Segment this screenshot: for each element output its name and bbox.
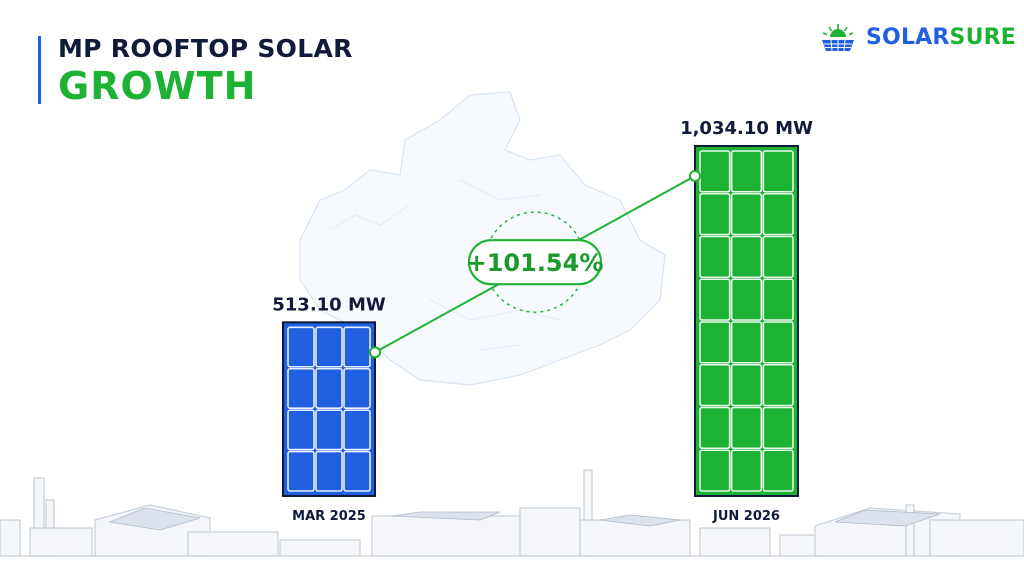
page-subtitle: GROWTH: [58, 64, 257, 108]
labels-layer: 513.10 MW MAR 2025 1,034.10 MW JUN 2026: [272, 118, 813, 524]
category-label-1: JUN 2026: [712, 509, 780, 524]
bar-cells-0: [287, 326, 371, 492]
bar-value-label-0: 513.10 MW: [272, 294, 386, 315]
bar-value-label-1: 1,034.10 MW: [680, 118, 813, 139]
growth-badge: [467, 239, 603, 286]
bar-cells-1: [699, 150, 794, 492]
bar-1: [694, 145, 799, 497]
factory-skyline: [0, 469, 1024, 557]
category-label-0: MAR 2025: [292, 509, 366, 524]
solar-panel-sun-icon: [822, 24, 854, 52]
growth-line-dot-1: [689, 170, 701, 182]
growth-line-dot-0: [369, 346, 381, 359]
map-district-lines: [329, 179, 561, 351]
brand-name: SOLARSURE: [866, 24, 1017, 50]
growth-percent-label: +101.54%: [467, 249, 604, 277]
page-title: MP ROOFTOP SOLAR: [58, 34, 353, 63]
bar-0: [282, 321, 376, 497]
madhya-pradesh-map-outline: [299, 91, 666, 386]
title-accent-bar: [38, 36, 41, 104]
brand-logo: SOLARSURE: [818, 22, 1016, 52]
bars-layer: [282, 145, 799, 497]
growth-connector: +101.54%: [369, 170, 701, 359]
rooftop-panels: [108, 507, 941, 531]
